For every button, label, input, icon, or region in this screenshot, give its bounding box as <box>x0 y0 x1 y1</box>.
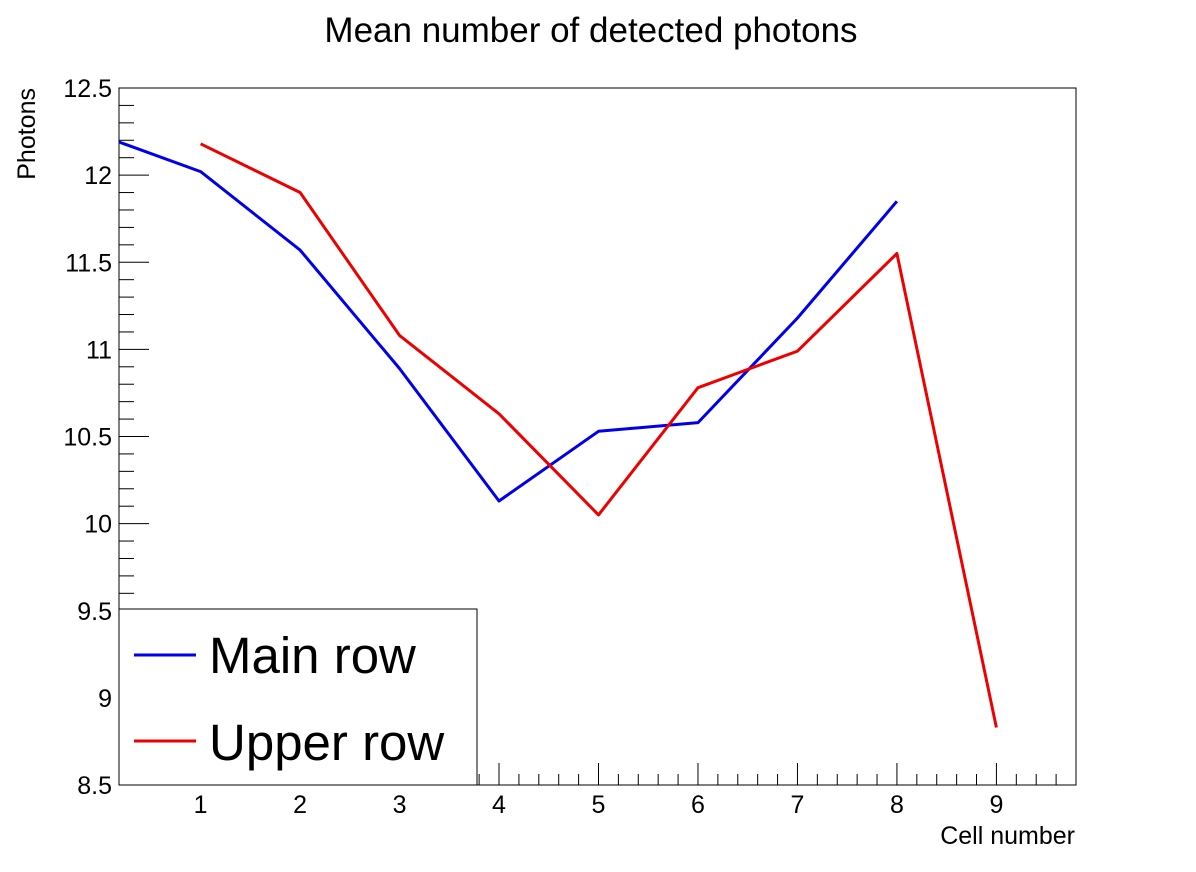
x-axis-label: Cell number <box>940 822 1075 850</box>
x-tick-label: 4 <box>492 791 506 819</box>
legend-label-upper-row: Upper row <box>209 714 444 771</box>
x-tick-label: 7 <box>791 791 805 819</box>
y-axis-label: Photons <box>13 88 41 180</box>
series-lines <box>118 140 998 728</box>
x-tick-label: 1 <box>194 791 208 819</box>
x-tick-label: 5 <box>592 791 606 819</box>
legend-box <box>118 608 478 786</box>
legend: Main row Upper row <box>118 608 478 786</box>
y-tick-label: 8.5 <box>77 772 112 800</box>
x-tick-label: 3 <box>393 791 407 819</box>
y-tick-label: 9.5 <box>77 598 112 626</box>
y-tick-label: 11 <box>86 336 112 364</box>
x-tick-label: 2 <box>293 791 307 819</box>
y-tick-label: 12.5 <box>63 75 112 103</box>
chart-title: Mean number of detected photons <box>324 11 857 50</box>
series-line-upper-row <box>199 142 998 728</box>
series-line-main-row <box>118 140 899 503</box>
y-tick-label: 11.5 <box>65 249 112 277</box>
y-tick-label: 9 <box>98 685 112 713</box>
x-tick-label: 6 <box>691 791 705 819</box>
y-tick-label: 10 <box>84 511 112 539</box>
legend-label-main-row: Main row <box>209 627 416 684</box>
y-tick-label: 12 <box>84 162 112 190</box>
x-tick-label: 9 <box>989 791 1003 819</box>
x-tick-label: 8 <box>890 791 904 819</box>
y-tick-label: 10.5 <box>63 424 112 452</box>
